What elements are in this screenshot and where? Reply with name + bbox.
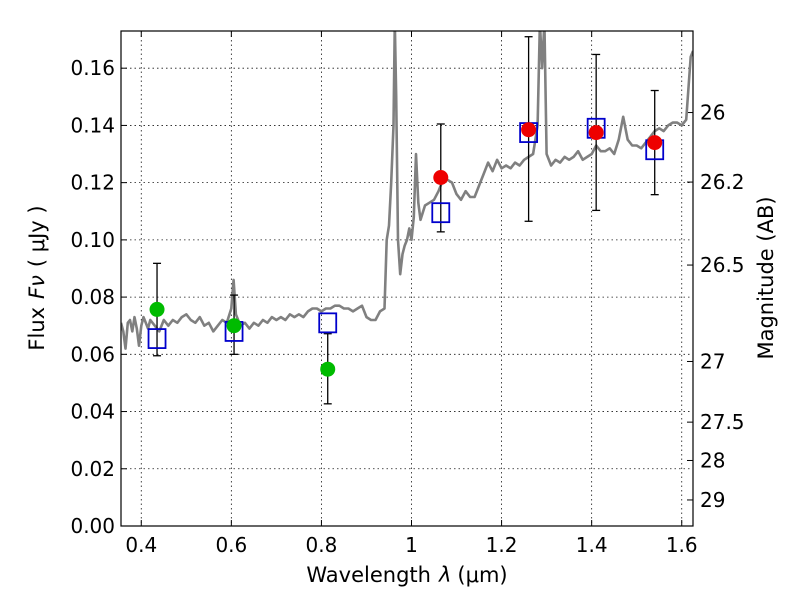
plot-frame [120, 30, 694, 527]
data-point [588, 125, 604, 141]
y2-tick-labels: 26 26.2 26.5 27 27.5 28 29 [700, 101, 745, 512]
x-tick-label: 1.4 [576, 533, 608, 557]
x-tick-label: 0.6 [215, 533, 247, 557]
plot-area [121, 31, 693, 405]
model-square [147, 328, 167, 349]
y2-tick-label: 26.2 [700, 170, 745, 194]
y-tick-label: 0.12 [70, 171, 115, 195]
x-axis-title: Wavelength λ (μm) [306, 563, 507, 587]
grid-layer [121, 31, 693, 527]
y2-tick-label: 29 [700, 488, 725, 512]
y2-tick-label: 26 [700, 101, 725, 125]
y-tick-labels: 0.00 0.02 0.04 0.06 0.08 0.10 0.12 0.14 0.16 [70, 56, 115, 538]
data-point [433, 169, 449, 185]
model-square [318, 312, 338, 334]
x-tick-label: 0.4 [125, 533, 157, 557]
data-point [647, 135, 663, 151]
data-point [320, 361, 336, 377]
y-tick-label: 0.16 [70, 56, 115, 80]
x-tick-labels: 0.4 0.6 0.8 1 1.2 1.4 1.6 [125, 533, 697, 557]
y-tick-label: 0.00 [70, 514, 115, 538]
y2-axis-title: Magnitude (AB) [754, 196, 778, 359]
x-tick-label: 0.8 [306, 533, 338, 557]
y-tick-label: 0.08 [70, 285, 115, 309]
x-tick-label: 1 [405, 533, 418, 557]
tick-layer [121, 31, 693, 527]
spectrum-line [121, 31, 693, 350]
y2-tick-label: 27.5 [700, 410, 745, 434]
data-point [226, 318, 242, 334]
y-axis-title: FluxFν( μJy ) [25, 205, 49, 350]
data-point [521, 122, 537, 138]
x-tick-label: 1.6 [666, 533, 698, 557]
y-tick-label: 0.04 [70, 400, 115, 424]
y-tick-label: 0.06 [70, 342, 115, 366]
y-tick-label: 0.14 [70, 113, 115, 137]
data-point [149, 301, 165, 317]
model-square [431, 202, 451, 224]
x-tick-label: 1.2 [486, 533, 518, 557]
y-tick-label: 0.02 [70, 457, 115, 481]
y2-tick-label: 27 [700, 349, 725, 373]
clipped-series [121, 31, 693, 350]
y-tick-label: 0.10 [70, 228, 115, 252]
y2-tick-label: 26.5 [700, 253, 745, 277]
y2-tick-label: 28 [700, 448, 725, 472]
